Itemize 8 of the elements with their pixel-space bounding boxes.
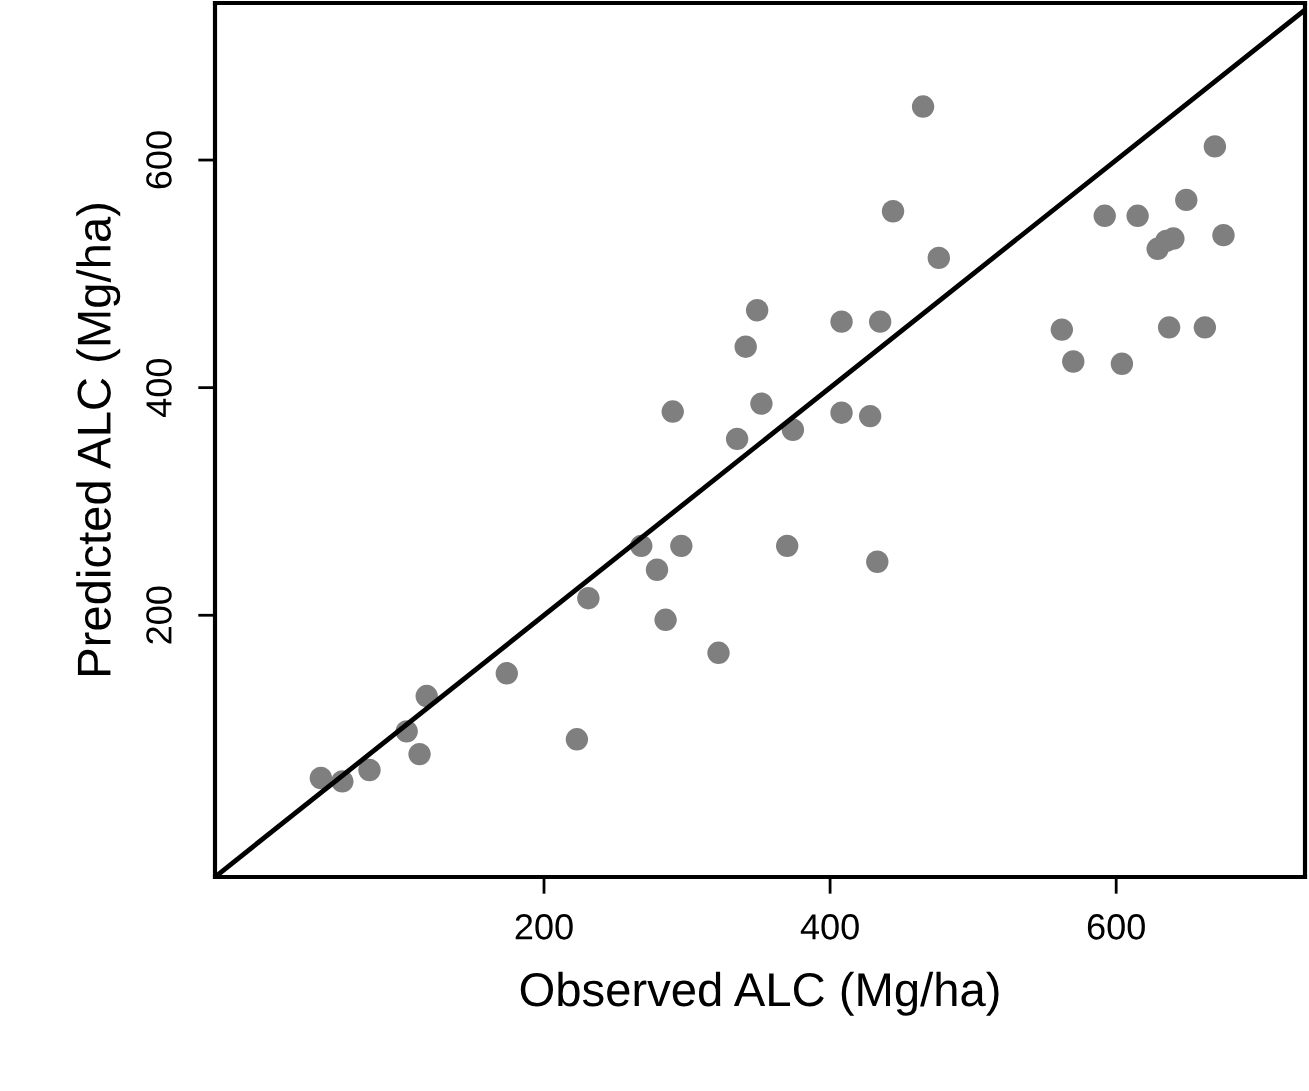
y-tick-label: 400	[146, 358, 172, 417]
y-axis-title: Predicted ALC (Mg/ha)	[76, 204, 121, 675]
y-tick-label: 600	[146, 131, 172, 189]
x-tick-label: 200	[515, 914, 573, 940]
x-tick-label: 600	[1087, 914, 1145, 940]
x-tick-label: 400	[800, 914, 859, 940]
y-tick-label: 200	[146, 586, 172, 644]
x-axis-title: Observed ALC (Mg/ha)	[520, 971, 999, 1016]
